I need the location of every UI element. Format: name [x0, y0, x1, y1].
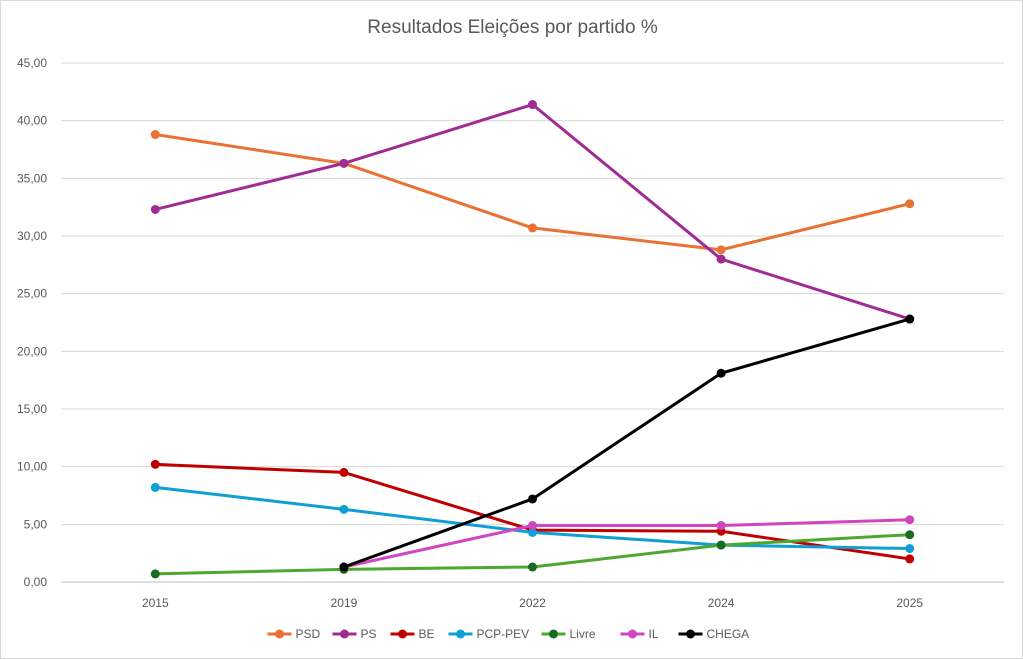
y-tick-label: 0,00 [24, 575, 48, 589]
data-point-ps [716, 254, 726, 264]
data-point-psd [716, 245, 726, 255]
series-line-il [343, 518, 910, 569]
legend-marker-chega [686, 629, 695, 639]
data-point-chega [716, 368, 726, 378]
data-point-ps [339, 158, 349, 168]
y-tick-label: 45,00 [17, 56, 47, 70]
series-line-be [155, 462, 910, 561]
y-tick-label: 35,00 [17, 171, 47, 185]
legend-label-livre: Livre [570, 627, 596, 641]
series-line-ps [154, 103, 911, 321]
legend-label-be: BE [419, 627, 435, 641]
y-tick-label: 15,00 [17, 402, 47, 416]
data-point-psd [905, 199, 915, 209]
legend-label-pcp-pev: PCP-PEV [477, 627, 530, 641]
data-point-chega [339, 562, 349, 572]
data-point-be [339, 467, 349, 477]
data-point-pcp-pev [528, 527, 537, 537]
legend-marker-livre [549, 629, 558, 639]
legend-label-psd: PSD [296, 627, 321, 641]
y-tick-label: 40,00 [17, 114, 47, 128]
x-tick-label: 2025 [896, 596, 923, 610]
data-point-livre [716, 540, 726, 550]
y-tick-label: 20,00 [17, 344, 47, 358]
y-tick-label: 5,00 [24, 517, 48, 531]
y-tick-label: 25,00 [17, 287, 47, 301]
data-point-livre [150, 569, 160, 579]
legend-marker-psd [275, 629, 284, 639]
data-point-pcp-pev [905, 544, 915, 554]
data-point-pcp-pev [150, 482, 160, 492]
legend-marker-ps [340, 629, 349, 639]
series-line-chega [343, 317, 911, 569]
data-point-il [528, 520, 537, 530]
data-point-ps [528, 100, 537, 110]
x-tick-label: 2024 [708, 596, 735, 610]
data-point-chega [528, 494, 537, 504]
data-point-be [905, 554, 915, 564]
y-tick-label: 10,00 [17, 460, 47, 474]
data-point-be [150, 459, 160, 469]
x-tick-label: 2019 [331, 596, 358, 610]
legend-marker-il [628, 629, 637, 639]
legend-marker-be [398, 629, 407, 639]
data-point-livre [528, 562, 537, 572]
data-point-il [716, 520, 726, 530]
x-tick-label: 2015 [142, 596, 169, 610]
legend-label-il: IL [649, 627, 659, 641]
data-point-psd [528, 223, 537, 233]
chart-title: Resultados Eleições por partido % [367, 17, 658, 38]
data-point-livre [905, 530, 915, 540]
y-tick-label: 30,00 [17, 229, 47, 243]
data-point-pcp-pev [339, 504, 349, 514]
legend-label-chega: CHEGA [707, 627, 750, 641]
data-point-il [905, 515, 915, 525]
series-line-psd [155, 133, 911, 252]
legend-label-ps: PS [361, 627, 377, 641]
data-point-ps [150, 204, 160, 214]
legend-marker-pcp-pev [456, 629, 465, 639]
data-point-chega [905, 314, 915, 324]
data-point-psd [150, 130, 160, 140]
x-tick-label: 2022 [519, 596, 546, 610]
